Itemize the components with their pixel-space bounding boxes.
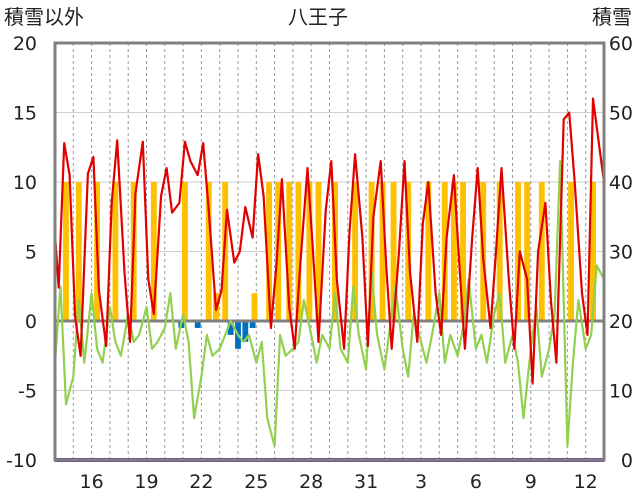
sunshine-bar — [205, 182, 212, 321]
sunshine-bar — [451, 182, 457, 321]
precip-bar — [249, 321, 256, 328]
sunshine-bar — [379, 182, 386, 321]
sunshine-bar — [295, 182, 302, 321]
sunshine-bar — [568, 182, 574, 321]
sunshine-bar — [63, 182, 69, 321]
y-right-tick-label: 20 — [609, 311, 633, 333]
y-left-tick-label: 15 — [13, 103, 37, 125]
sunshine-bar — [306, 182, 313, 321]
y-left-tick-label: 5 — [25, 242, 37, 264]
x-tick-label: 3 — [415, 471, 427, 493]
sunshine-bar — [112, 182, 119, 321]
y-left-tick-label: -10 — [6, 450, 37, 472]
y-right-tick-label: 30 — [609, 242, 633, 264]
y-left-tick-label: 10 — [13, 172, 37, 194]
x-tick-label: 22 — [189, 471, 213, 493]
x-tick-label: 25 — [244, 471, 268, 493]
sunshine-bar — [496, 182, 503, 321]
sunshine-bar — [524, 182, 531, 321]
x-tick-label: 28 — [299, 471, 323, 493]
sunshine-bar — [590, 182, 596, 321]
sunshine-bar — [538, 182, 545, 321]
x-tick-label: 9 — [525, 471, 537, 493]
y-right-tick-label: 0 — [621, 450, 633, 472]
y-right-tick-label: 40 — [609, 172, 633, 194]
x-tick-label: 12 — [574, 471, 598, 493]
max_temp-line — [53, 97, 606, 385]
y-right-tick-label: 10 — [609, 381, 633, 403]
sunshine-bar — [315, 182, 322, 321]
sunshine-bar — [460, 182, 467, 321]
precip-bar — [194, 321, 201, 328]
y-left-tick-label: 0 — [25, 311, 37, 333]
left-axis-label: 積雪以外 — [4, 5, 84, 29]
sunshine-bar — [425, 182, 432, 321]
right-axis-label: 積雪 — [592, 5, 632, 29]
sunshine-bar — [352, 182, 359, 321]
y-left-tick-label: -5 — [18, 381, 37, 403]
x-tick-label: 31 — [354, 471, 378, 493]
precip-bar — [242, 321, 249, 342]
sunshine-bar — [75, 182, 82, 321]
plot-frame — [53, 41, 606, 462]
y-right-tick-label: 60 — [609, 33, 633, 55]
sunshine-bar — [515, 182, 521, 321]
sunshine-bar — [251, 293, 258, 321]
y-axis-right-ticks: 0 10 20 30 40 50 60 — [609, 33, 633, 472]
y-axis-left-ticks: -10 -5 0 5 10 15 20 — [6, 33, 37, 472]
x-tick-label: 16 — [80, 471, 104, 493]
x-tick-label: 19 — [134, 471, 158, 493]
x-tick-label: 6 — [470, 471, 482, 493]
precip-bar — [227, 321, 234, 335]
y-right-tick-label: 50 — [609, 103, 633, 125]
sunshine-bar — [390, 182, 397, 321]
sunshine-bar — [266, 182, 273, 321]
x-axis-ticks: 16 19 22 25 28 31 3 6 9 12 — [80, 471, 598, 493]
chart-title: 八王子 — [288, 5, 348, 29]
sunshine-bar — [182, 182, 188, 321]
y-left-tick-label: 20 — [13, 33, 37, 55]
sunshine-bar — [286, 182, 293, 321]
sunshine-bar — [150, 182, 157, 321]
